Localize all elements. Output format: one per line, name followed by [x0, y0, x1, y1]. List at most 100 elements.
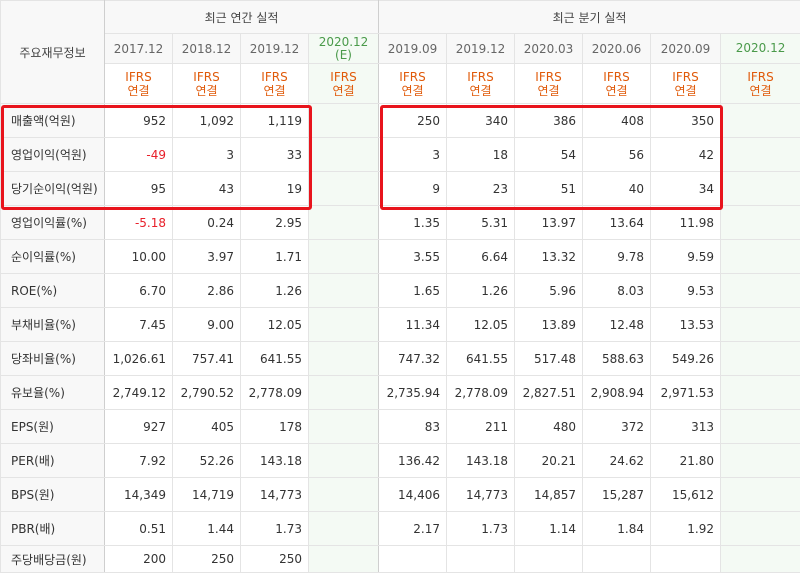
- value-cell: 13.97: [514, 205, 583, 240]
- value-cell: 2.86: [172, 273, 241, 308]
- value-cell: 3.55: [378, 239, 447, 274]
- estimate-cell: [719, 341, 800, 376]
- table-row: EPS(원) 927 405 178 83 211 480 372 313: [0, 409, 800, 444]
- value-cell: 51: [514, 171, 583, 206]
- period-quarter-2: 2019.12: [446, 33, 515, 64]
- estimate-cell: [719, 545, 800, 573]
- row-label: 주당배당금(원): [0, 545, 105, 573]
- value-cell: -5.18: [104, 205, 173, 240]
- row-label: 유보율(%): [0, 375, 105, 410]
- value-cell: 33: [240, 137, 309, 172]
- value-cell: 480: [514, 409, 583, 444]
- value-cell: 1.65: [378, 273, 447, 308]
- table-row: 유보율(%) 2,749.12 2,790.52 2,778.09 2,735.94 2,…: [0, 375, 800, 410]
- row-label: 당기순이익(억원): [0, 171, 105, 206]
- value-cell: 13.89: [514, 307, 583, 342]
- estimate-cell: [719, 477, 800, 512]
- value-cell: 408: [582, 103, 651, 138]
- period-annual-2: 2018.12: [172, 33, 241, 64]
- estimate-cell: [719, 205, 800, 240]
- value-cell: 1.35: [378, 205, 447, 240]
- value-cell: 13.32: [514, 239, 583, 274]
- value-cell: 9.53: [650, 273, 721, 308]
- value-cell: 2,778.09: [446, 375, 515, 410]
- table-row: ROE(%) 6.70 2.86 1.26 1.65 1.26 5.96 8.03 9.53: [0, 273, 800, 308]
- period-annual-3: 2019.12: [240, 33, 309, 64]
- group-header-row: 주요재무정보 최근 연간 실적 최근 분기 실적: [0, 0, 800, 104]
- value-cell: 405: [172, 409, 241, 444]
- value-cell: 1.14: [514, 511, 583, 546]
- estimate-cell: [719, 511, 800, 546]
- estimate-cell: [719, 103, 800, 138]
- value-cell: 12.48: [582, 307, 651, 342]
- ifrs-cell: IFRS 연결: [172, 63, 241, 104]
- annual-group-header: 최근 연간 실적: [104, 0, 379, 34]
- quarter-group-header: 최근 분기 실적: [377, 0, 800, 34]
- value-cell: 12.05: [240, 307, 309, 342]
- value-cell: 350: [650, 103, 721, 138]
- ifrs-label: IFRS: [672, 69, 699, 84]
- value-cell: 13.53: [650, 307, 721, 342]
- estimate-cell: [308, 205, 379, 240]
- period-header-row: 2017.12 2018.12 2019.12 2020.12 (E) 2019…: [0, 33, 800, 64]
- ifrs-cell: IFRS 연결: [446, 63, 515, 104]
- consolidated-label: 연결: [537, 83, 560, 98]
- annual-estimate-mark: (E): [335, 47, 352, 62]
- estimate-cell: [719, 375, 800, 410]
- value-cell: 42: [650, 137, 721, 172]
- value-cell: 1.73: [446, 511, 515, 546]
- consolidated-label: 연결: [674, 83, 697, 98]
- period-quarter-5: 2020.09: [650, 33, 721, 64]
- table-row: 영업이익률(%) -5.18 0.24 2.95 1.35 5.31 13.97 13.64 1…: [0, 205, 800, 240]
- row-label: BPS(원): [0, 477, 105, 512]
- ifrs-label: IFRS: [535, 69, 562, 84]
- consolidated-label: 연결: [195, 83, 218, 98]
- row-label: 영업이익(억원): [0, 137, 105, 172]
- estimate-cell: [308, 511, 379, 546]
- value-cell: 136.42: [378, 443, 447, 478]
- value-cell: 200: [104, 545, 173, 573]
- estimate-cell: [719, 443, 800, 478]
- value-cell: 15,287: [582, 477, 651, 512]
- value-cell: 143.18: [446, 443, 515, 478]
- ifrs-cell: IFRS 연결: [240, 63, 309, 104]
- ifrs-cell: IFRS 연결: [719, 63, 800, 104]
- row-label: 순이익률(%): [0, 239, 105, 274]
- ifrs-label: IFRS: [193, 69, 220, 84]
- value-cell: 386: [514, 103, 583, 138]
- value-cell: 1,092: [172, 103, 241, 138]
- row-label: PBR(배): [0, 511, 105, 546]
- value-cell: 747.32: [378, 341, 447, 376]
- value-cell: 927: [104, 409, 173, 444]
- period-quarter-estimate: 2020.12: [719, 33, 800, 64]
- period-quarter-1: 2019.09: [378, 33, 447, 64]
- value-cell: [650, 545, 721, 573]
- ifrs-cell: IFRS 연결: [378, 63, 447, 104]
- value-cell: 549.26: [650, 341, 721, 376]
- value-cell: 54: [514, 137, 583, 172]
- value-cell: [582, 545, 651, 573]
- value-cell: 3: [378, 137, 447, 172]
- consolidated-label: 연결: [749, 83, 772, 98]
- estimate-cell: [719, 273, 800, 308]
- ifrs-cell: IFRS 연결: [104, 63, 173, 104]
- value-cell: 6.64: [446, 239, 515, 274]
- ifrs-cell: IFRS 연결: [582, 63, 651, 104]
- estimate-cell: [308, 103, 379, 138]
- quarter-estimate-year: 2020.12: [735, 41, 786, 55]
- value-cell: 11.98: [650, 205, 721, 240]
- value-cell: 13.64: [582, 205, 651, 240]
- value-cell: 19: [240, 171, 309, 206]
- value-cell: [378, 545, 447, 573]
- header-main-label: 주요재무정보: [0, 0, 105, 104]
- value-cell: 1,026.61: [104, 341, 173, 376]
- row-label: 매출액(억원): [0, 103, 105, 138]
- row-label: 영업이익률(%): [0, 205, 105, 240]
- value-cell: 3.97: [172, 239, 241, 274]
- value-cell: 2,790.52: [172, 375, 241, 410]
- value-cell: 250: [240, 545, 309, 573]
- period-quarter-4: 2020.06: [582, 33, 651, 64]
- estimate-cell: [719, 409, 800, 444]
- value-cell: 641.55: [446, 341, 515, 376]
